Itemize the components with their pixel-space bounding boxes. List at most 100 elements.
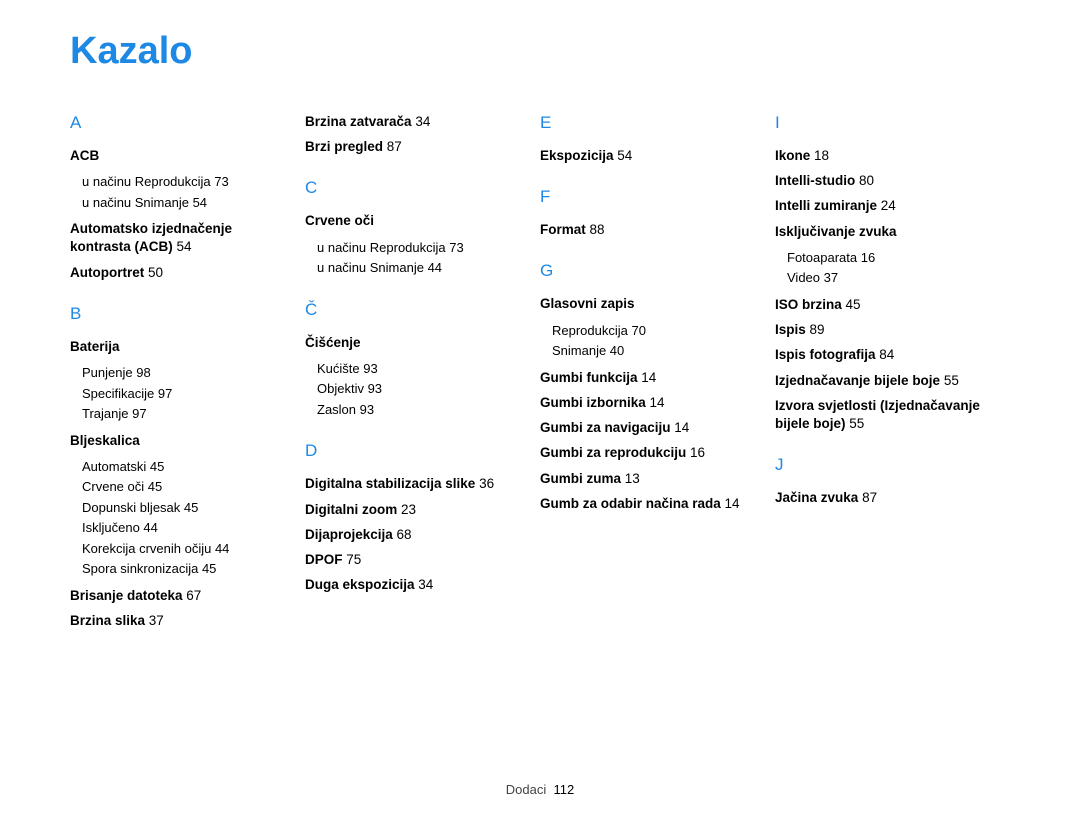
index-entry[interactable]: Ikone 18 <box>775 147 992 165</box>
index-entry[interactable]: Ekspozicija 54 <box>540 147 757 165</box>
index-entry[interactable]: Ispis 89 <box>775 321 992 339</box>
index-subentry[interactable]: Isključeno 44 <box>70 518 287 538</box>
index-entry[interactable]: Format 88 <box>540 221 757 239</box>
index-entry-page: 13 <box>621 471 640 486</box>
index-entry-label: Gumbi za navigaciju <box>540 420 671 435</box>
index-entry[interactable]: DPOF 75 <box>305 551 522 569</box>
index-subentry[interactable]: Dopunski bljesak 45 <box>70 498 287 518</box>
index-subentry[interactable]: u načinu Reprodukcija 73 <box>305 238 522 258</box>
index-entry[interactable]: Gumbi zuma 13 <box>540 470 757 488</box>
section-letter: A <box>70 113 287 133</box>
index-entry[interactable]: Intelli-studio 80 <box>775 172 992 190</box>
index-entry[interactable]: Gumbi izbornika 14 <box>540 394 757 412</box>
index-subentry[interactable]: Reprodukcija 70 <box>540 321 757 341</box>
section-letter: J <box>775 455 992 475</box>
index-entry-label: Ekspozicija <box>540 148 614 163</box>
index-entry-page: 14 <box>671 420 690 435</box>
index-entry-page: 67 <box>183 588 202 603</box>
index-entry[interactable]: Brisanje datoteka 67 <box>70 587 287 605</box>
footer-label: Dodaci <box>506 782 546 797</box>
index-entry[interactable]: Gumbi za reprodukciju 16 <box>540 444 757 462</box>
index-subentry[interactable]: Snimanje 40 <box>540 341 757 361</box>
index-entry[interactable]: Gumb za odabir načina rada 14 <box>540 495 757 513</box>
index-entry-label: Brzi pregled <box>305 139 383 154</box>
index-entry-page: 14 <box>646 395 665 410</box>
index-entry[interactable]: Duga ekspozicija 34 <box>305 576 522 594</box>
index-entry[interactable]: Automatsko izjednačenje kontrasta (ACB) … <box>70 220 287 256</box>
footer-page-number: 112 <box>553 782 574 797</box>
index-entry[interactable]: Isključivanje zvuka <box>775 223 992 241</box>
index-entry[interactable]: Izjednačavanje bijele boje 55 <box>775 372 992 390</box>
index-subentry[interactable]: u načinu Snimanje 44 <box>305 258 522 278</box>
index-entry-page: 87 <box>858 490 877 505</box>
index-entry[interactable]: Čišćenje <box>305 334 522 352</box>
index-subentry[interactable]: Punjenje 98 <box>70 363 287 383</box>
section-letter: D <box>305 441 522 461</box>
index-subentry[interactable]: Zaslon 93 <box>305 400 522 420</box>
index-subentry[interactable]: Objektiv 93 <box>305 379 522 399</box>
index-entry[interactable]: Autoportret 50 <box>70 264 287 282</box>
index-sub-block: Punjenje 98Specifikacije 97Trajanje 97 <box>70 363 287 424</box>
index-entry-label: Jačina zvuka <box>775 490 858 505</box>
index-subentry[interactable]: Kućište 93 <box>305 359 522 379</box>
index-subentry[interactable]: Spora sinkronizacija 45 <box>70 559 287 579</box>
index-entry[interactable]: Izvora svjetlosti (Izjednačavanje bijele… <box>775 397 992 433</box>
index-entry-page: 36 <box>475 476 494 491</box>
index-subentry[interactable]: u načinu Reprodukcija 73 <box>70 172 287 192</box>
index-column: A ACB u načinu Reprodukcija 73u načinu Sni… <box>70 113 305 637</box>
index-sub-block: Reprodukcija 70Snimanje 40 <box>540 321 757 361</box>
index-entry[interactable]: ACB <box>70 147 287 165</box>
index-entry[interactable]: Brzi pregled 87 <box>305 138 522 156</box>
index-entry[interactable]: Jačina zvuka 87 <box>775 489 992 507</box>
index-column: EEkspozicija 54FFormat 88GGlasovni zapis… <box>540 113 775 637</box>
index-entry-label: Brisanje datoteka <box>70 588 183 603</box>
index-entry[interactable]: Bljeskalica <box>70 432 287 450</box>
index-subentry[interactable]: Fotoaparata 16 <box>775 248 992 268</box>
index-subentry[interactable]: u načinu Snimanje 54 <box>70 193 287 213</box>
index-entry[interactable]: Ispis fotografija 84 <box>775 346 992 364</box>
index-entry-page: 80 <box>855 173 874 188</box>
index-sub-block: u načinu Reprodukcija 73u načinu Snimanj… <box>70 172 287 212</box>
index-subentry[interactable]: Crvene oči 45 <box>70 477 287 497</box>
index-entry-label: Gumbi funkcija <box>540 370 638 385</box>
index-entry[interactable]: Crvene oči <box>305 212 522 230</box>
index-entry[interactable]: Gumbi za navigaciju 14 <box>540 419 757 437</box>
section-letter: I <box>775 113 992 133</box>
index-entry[interactable]: Intelli zumiranje 24 <box>775 197 992 215</box>
index-entry-label: Duga ekspozicija <box>305 577 415 592</box>
index-entry[interactable]: Dijaprojekcija 68 <box>305 526 522 544</box>
index-sub-block: Fotoaparata 16Video 37 <box>775 248 992 288</box>
index-entry[interactable]: ISO brzina 45 <box>775 296 992 314</box>
index-subentry[interactable]: Korekcija crvenih očiju 44 <box>70 539 287 559</box>
index-entry-page: 55 <box>940 373 959 388</box>
index-entry-label: Digitalna stabilizacija slike <box>305 476 475 491</box>
index-subentry[interactable]: Trajanje 97 <box>70 404 287 424</box>
index-entry-label: Izjednačavanje bijele boje <box>775 373 940 388</box>
index-entry[interactable]: Glasovni zapis <box>540 295 757 313</box>
index-columns: AACBu načinu Reprodukcija 73u načinu Sni… <box>70 113 1010 637</box>
index-entry-label: Gumbi zuma <box>540 471 621 486</box>
index-entry-page: 50 <box>144 265 163 280</box>
index-entry-page: 18 <box>810 148 829 163</box>
index-entry[interactable]: Brzina zatvarača 34 <box>305 113 522 131</box>
index-entry-label: Gumb za odabir načina rada <box>540 496 721 511</box>
index-entry[interactable]: Gumbi funkcija 14 <box>540 369 757 387</box>
index-subentry[interactable]: Video 37 <box>775 268 992 288</box>
index-entry-page: 54 <box>614 148 633 163</box>
index-entry-label: Gumbi izbornika <box>540 395 646 410</box>
section-letter: C <box>305 178 522 198</box>
index-entry-page: 23 <box>397 502 416 517</box>
index-entry-label: Intelli zumiranje <box>775 198 877 213</box>
index-entry[interactable]: Baterija <box>70 338 287 356</box>
index-entry[interactable]: Digitalna stabilizacija slike 36 <box>305 475 522 493</box>
index-column: Brzina zatvarača 34 Brzi pregled 87 C Crven… <box>305 113 540 637</box>
index-entry[interactable]: Brzina slika 37 <box>70 612 287 630</box>
index-entry-label: Dijaprojekcija <box>305 527 393 542</box>
index-entry[interactable]: Digitalni zoom 23 <box>305 501 522 519</box>
section-letter: E <box>540 113 757 133</box>
index-subentry[interactable]: Specifikacije 97 <box>70 384 287 404</box>
index-sub-block: u načinu Reprodukcija 73u načinu Snimanj… <box>305 238 522 278</box>
index-subentry[interactable]: Automatski 45 <box>70 457 287 477</box>
index-entry-page: 55 <box>846 416 865 431</box>
index-entry-label: Izvora svjetlosti (Izjednačavanje bijele… <box>775 398 980 431</box>
